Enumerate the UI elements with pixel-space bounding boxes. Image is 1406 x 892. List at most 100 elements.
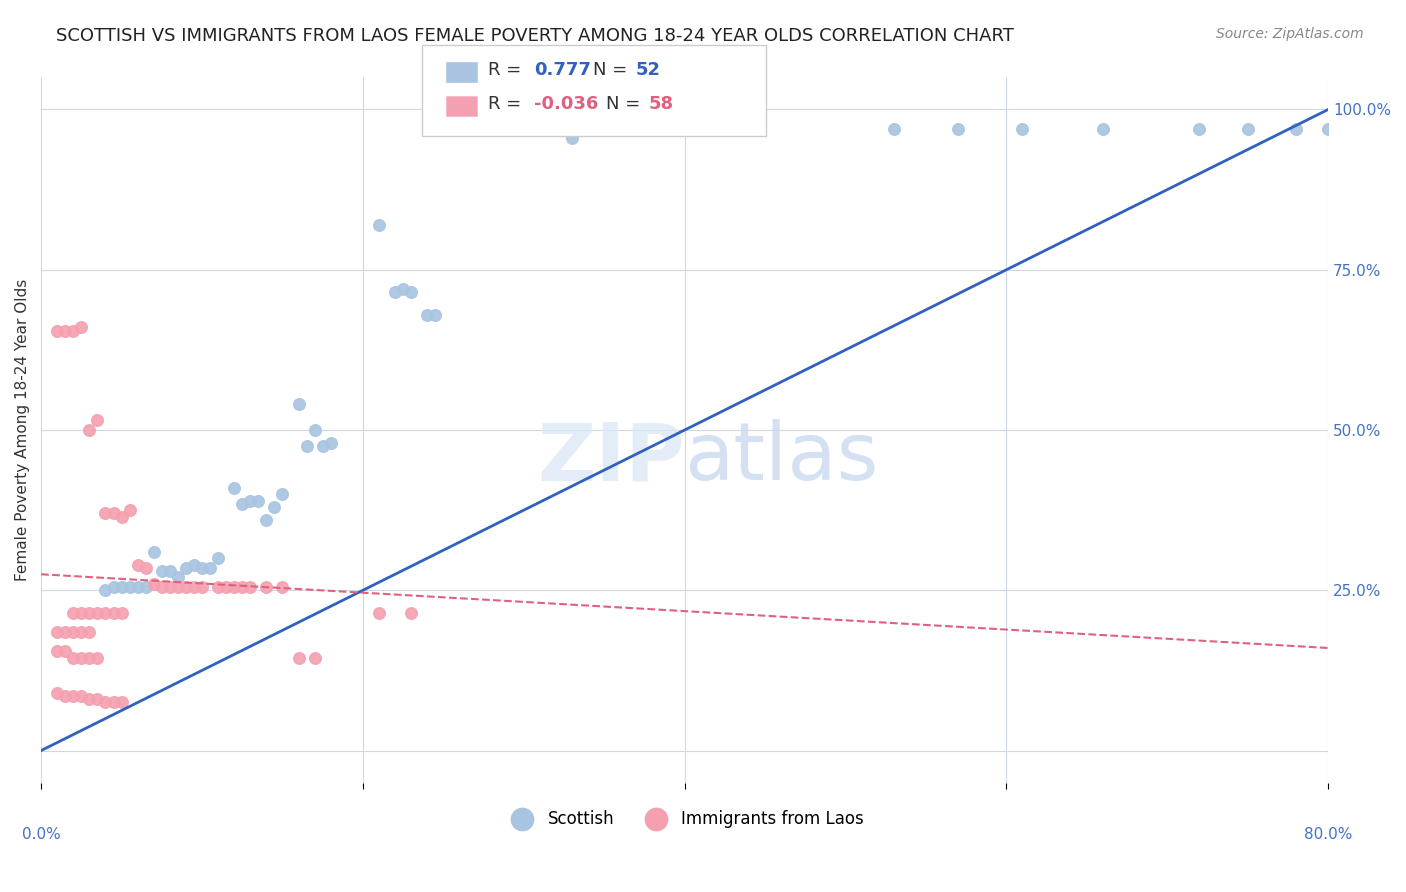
Text: 80.0%: 80.0% [1303, 828, 1353, 842]
Point [174, 561, 197, 575]
Point [295, 439, 318, 453]
Point [271, 487, 294, 501]
Point [311, 439, 333, 453]
Point [110, 606, 132, 620]
Point [304, 423, 326, 437]
Point [166, 570, 188, 584]
Point [94, 696, 117, 710]
Point [399, 606, 422, 620]
Point [46, 324, 69, 338]
Point [946, 121, 969, 136]
Point [94, 583, 117, 598]
Text: SCOTTISH VS IMMIGRANTS FROM LAOS FEMALE POVERTY AMONG 18-24 YEAR OLDS CORRELATIO: SCOTTISH VS IMMIGRANTS FROM LAOS FEMALE … [56, 27, 1014, 45]
Point [79, 624, 101, 639]
Point [46, 624, 69, 639]
Point [304, 650, 326, 665]
Point [496, 119, 519, 133]
Point [150, 564, 173, 578]
Point [287, 397, 309, 411]
Text: 52: 52 [636, 62, 661, 79]
Point [1188, 121, 1211, 136]
Text: Source: ZipAtlas.com: Source: ZipAtlas.com [1216, 27, 1364, 41]
Point [481, 119, 503, 133]
Point [520, 121, 543, 136]
Point [166, 580, 188, 594]
Point [53, 644, 76, 658]
Point [1236, 121, 1258, 136]
Point [142, 545, 165, 559]
Point [191, 580, 214, 594]
Point [1317, 121, 1340, 136]
Point [53, 624, 76, 639]
Text: 0.777: 0.777 [534, 62, 591, 79]
Point [191, 561, 214, 575]
Point [287, 650, 309, 665]
Point [263, 500, 285, 514]
Point [537, 119, 560, 133]
Point [127, 580, 149, 594]
Point [1011, 121, 1033, 136]
Point [883, 121, 905, 136]
Point [224, 580, 246, 594]
Point [103, 696, 125, 710]
Point [46, 686, 69, 700]
Point [183, 558, 205, 572]
Point [207, 551, 229, 566]
Point [159, 580, 181, 594]
Point [86, 606, 108, 620]
Point [103, 606, 125, 620]
Legend: Scottish, Immigrants from Laos: Scottish, Immigrants from Laos [499, 803, 870, 834]
Point [231, 497, 253, 511]
Point [94, 606, 117, 620]
Point [159, 564, 181, 578]
Point [368, 606, 391, 620]
Point [488, 119, 510, 133]
Point [224, 481, 246, 495]
Point [94, 507, 117, 521]
Point [79, 692, 101, 706]
Point [215, 580, 238, 594]
Point [70, 606, 93, 620]
Point [53, 324, 76, 338]
Point [118, 503, 141, 517]
Point [198, 561, 221, 575]
Point [513, 119, 536, 133]
Point [239, 493, 262, 508]
Point [79, 423, 101, 437]
Point [135, 561, 157, 575]
Point [110, 580, 132, 594]
Point [127, 558, 149, 572]
Point [62, 606, 84, 620]
Point [86, 650, 108, 665]
Point [79, 650, 101, 665]
Point [239, 580, 262, 594]
Point [62, 689, 84, 703]
Point [384, 285, 406, 300]
Point [319, 435, 342, 450]
Text: 0.0%: 0.0% [21, 828, 60, 842]
Text: -0.036: -0.036 [534, 95, 599, 113]
Point [544, 119, 567, 133]
Point [183, 580, 205, 594]
Text: 58: 58 [648, 95, 673, 113]
Point [1285, 121, 1308, 136]
Point [271, 580, 294, 594]
Point [254, 580, 277, 594]
Point [464, 121, 486, 136]
Point [62, 650, 84, 665]
Point [392, 282, 415, 296]
Text: N =: N = [593, 62, 633, 79]
Text: R =: R = [488, 62, 527, 79]
Point [174, 580, 197, 594]
Point [46, 644, 69, 658]
Text: N =: N = [606, 95, 645, 113]
Point [505, 119, 527, 133]
Point [118, 580, 141, 594]
Point [62, 324, 84, 338]
Point [103, 507, 125, 521]
Point [368, 218, 391, 232]
Point [247, 493, 270, 508]
Point [110, 509, 132, 524]
Point [399, 285, 422, 300]
Text: ZIP: ZIP [537, 419, 685, 497]
